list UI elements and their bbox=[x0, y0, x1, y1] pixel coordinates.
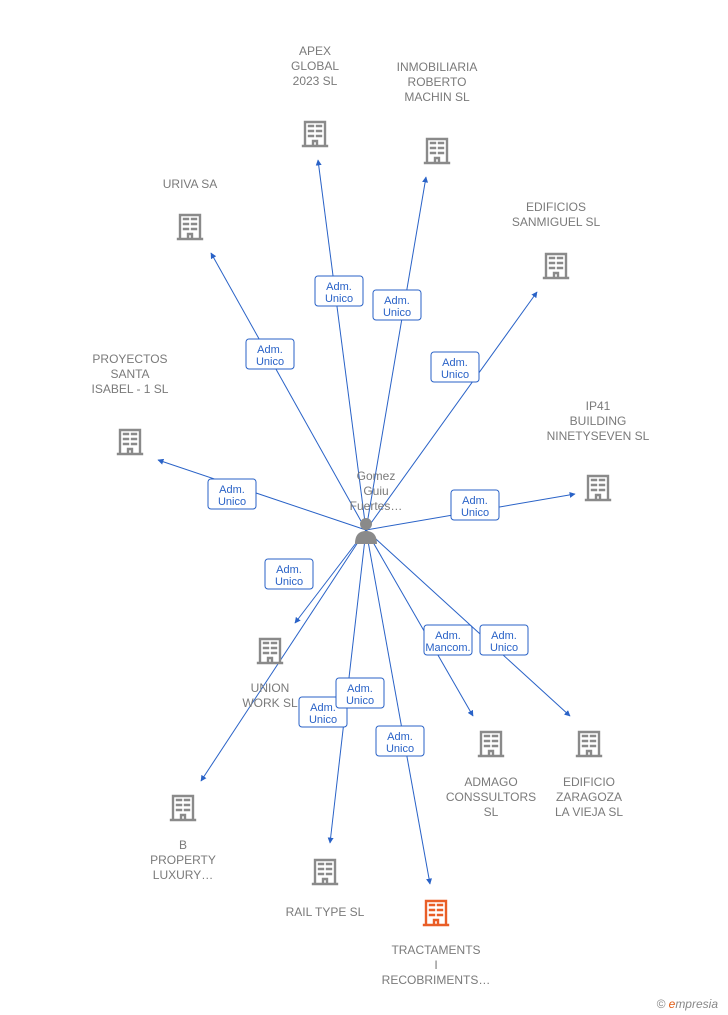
svg-text:Adm.Unico: Adm.Unico bbox=[490, 630, 518, 654]
svg-text:Adm.Unico: Adm.Unico bbox=[461, 495, 489, 519]
edge-label-admago: Adm.Mancom. bbox=[424, 625, 472, 655]
edge-label-uriva: Adm.Unico bbox=[246, 339, 294, 369]
building-icon bbox=[258, 639, 282, 663]
person-icon bbox=[355, 518, 377, 544]
edge-label-rail: Adm.Unico bbox=[336, 678, 384, 708]
edge-label-ip41: Adm.Unico bbox=[451, 490, 499, 520]
node-rail[interactable]: RAIL TYPE SL bbox=[286, 860, 365, 919]
edge-label-apex: Adm.Unico bbox=[315, 276, 363, 306]
node-b_prop[interactable]: BPROPERTYLUXURY… bbox=[150, 796, 216, 882]
edge-label-edif_sm: Adm.Unico bbox=[431, 352, 479, 382]
building-icon bbox=[577, 732, 601, 756]
building-icon bbox=[118, 430, 142, 454]
building-icon bbox=[171, 796, 195, 820]
edge-label-union: Adm.Unico bbox=[265, 559, 313, 589]
node-label-edif_zv: EDIFICIOZARAGOZALA VIEJA SL bbox=[555, 775, 623, 819]
edge-label-inmob: Adm.Unico bbox=[373, 290, 421, 320]
node-proy_si[interactable]: PROYECTOSSANTAISABEL - 1 SL bbox=[92, 352, 169, 454]
node-inmob[interactable]: INMOBILIARIAROBERTOMACHIN SL bbox=[397, 60, 478, 163]
edge-label-tract: Adm.Unico bbox=[376, 726, 424, 756]
node-edif_zv[interactable]: EDIFICIOZARAGOZALA VIEJA SL bbox=[555, 732, 623, 819]
edge-proy_si bbox=[158, 460, 366, 530]
svg-text:Adm.Unico: Adm.Unico bbox=[383, 295, 411, 319]
node-label-apex: APEXGLOBAL2023 SL bbox=[291, 44, 339, 88]
building-icon bbox=[424, 901, 448, 925]
node-label-rail: RAIL TYPE SL bbox=[286, 905, 365, 919]
edge-label-edif_zv: Adm.Unico bbox=[480, 625, 528, 655]
footer-brand: © empresia bbox=[656, 997, 718, 1011]
svg-text:Adm.Unico: Adm.Unico bbox=[325, 281, 353, 305]
node-label-ip41: IP41BUILDINGNINETYSEVEN SL bbox=[547, 399, 650, 443]
edge-label-proy_si: Adm.Unico bbox=[208, 479, 256, 509]
building-icon bbox=[178, 215, 202, 239]
svg-text:Adm.Unico: Adm.Unico bbox=[256, 344, 284, 368]
building-icon bbox=[313, 860, 337, 884]
svg-text:Adm.Unico: Adm.Unico bbox=[275, 564, 303, 588]
node-label-union: UNIONWORK SL bbox=[242, 681, 298, 710]
node-union[interactable]: UNIONWORK SL bbox=[242, 639, 298, 710]
building-icon bbox=[425, 139, 449, 163]
building-icon bbox=[544, 254, 568, 278]
node-apex[interactable]: APEXGLOBAL2023 SL bbox=[291, 44, 339, 146]
svg-text:Adm.Unico: Adm.Unico bbox=[386, 731, 414, 755]
node-label-uriva: URIVA SA bbox=[163, 177, 217, 191]
node-label-admago: ADMAGOCONSSULTORSSL bbox=[446, 775, 536, 819]
svg-text:Adm.Unico: Adm.Unico bbox=[441, 357, 469, 381]
node-label-b_prop: BPROPERTYLUXURY… bbox=[150, 838, 216, 882]
node-admago[interactable]: ADMAGOCONSSULTORSSL bbox=[446, 732, 536, 819]
svg-text:Adm.Unico: Adm.Unico bbox=[346, 683, 374, 707]
copyright: © bbox=[656, 997, 665, 1011]
building-icon bbox=[586, 476, 610, 500]
node-label-inmob: INMOBILIARIAROBERTOMACHIN SL bbox=[397, 60, 478, 104]
node-tract[interactable]: TRACTAMENTSIRECOBRIMENTS… bbox=[382, 901, 491, 987]
building-icon bbox=[303, 122, 327, 146]
brand-rest: mpresia bbox=[675, 997, 718, 1011]
node-edif_sm[interactable]: EDIFICIOSSANMIGUEL SL bbox=[512, 200, 601, 278]
node-label-edif_sm: EDIFICIOSSANMIGUEL SL bbox=[512, 200, 601, 229]
node-ip41[interactable]: IP41BUILDINGNINETYSEVEN SL bbox=[547, 399, 650, 500]
network-diagram: Adm.Unico Adm.Unico Adm.Unico Adm.Unico Adm.… bbox=[0, 0, 728, 1015]
node-uriva[interactable]: URIVA SA bbox=[163, 177, 217, 239]
node-label-tract: TRACTAMENTSIRECOBRIMENTS… bbox=[382, 943, 491, 987]
building-icon bbox=[479, 732, 503, 756]
svg-text:Adm.Unico: Adm.Unico bbox=[309, 702, 337, 726]
node-label-proy_si: PROYECTOSSANTAISABEL - 1 SL bbox=[92, 352, 169, 396]
svg-text:Adm.Unico: Adm.Unico bbox=[218, 484, 246, 508]
center-person-node[interactable]: GomezGuiuFuertes… bbox=[350, 469, 403, 544]
edge-edif_zv bbox=[366, 530, 570, 716]
